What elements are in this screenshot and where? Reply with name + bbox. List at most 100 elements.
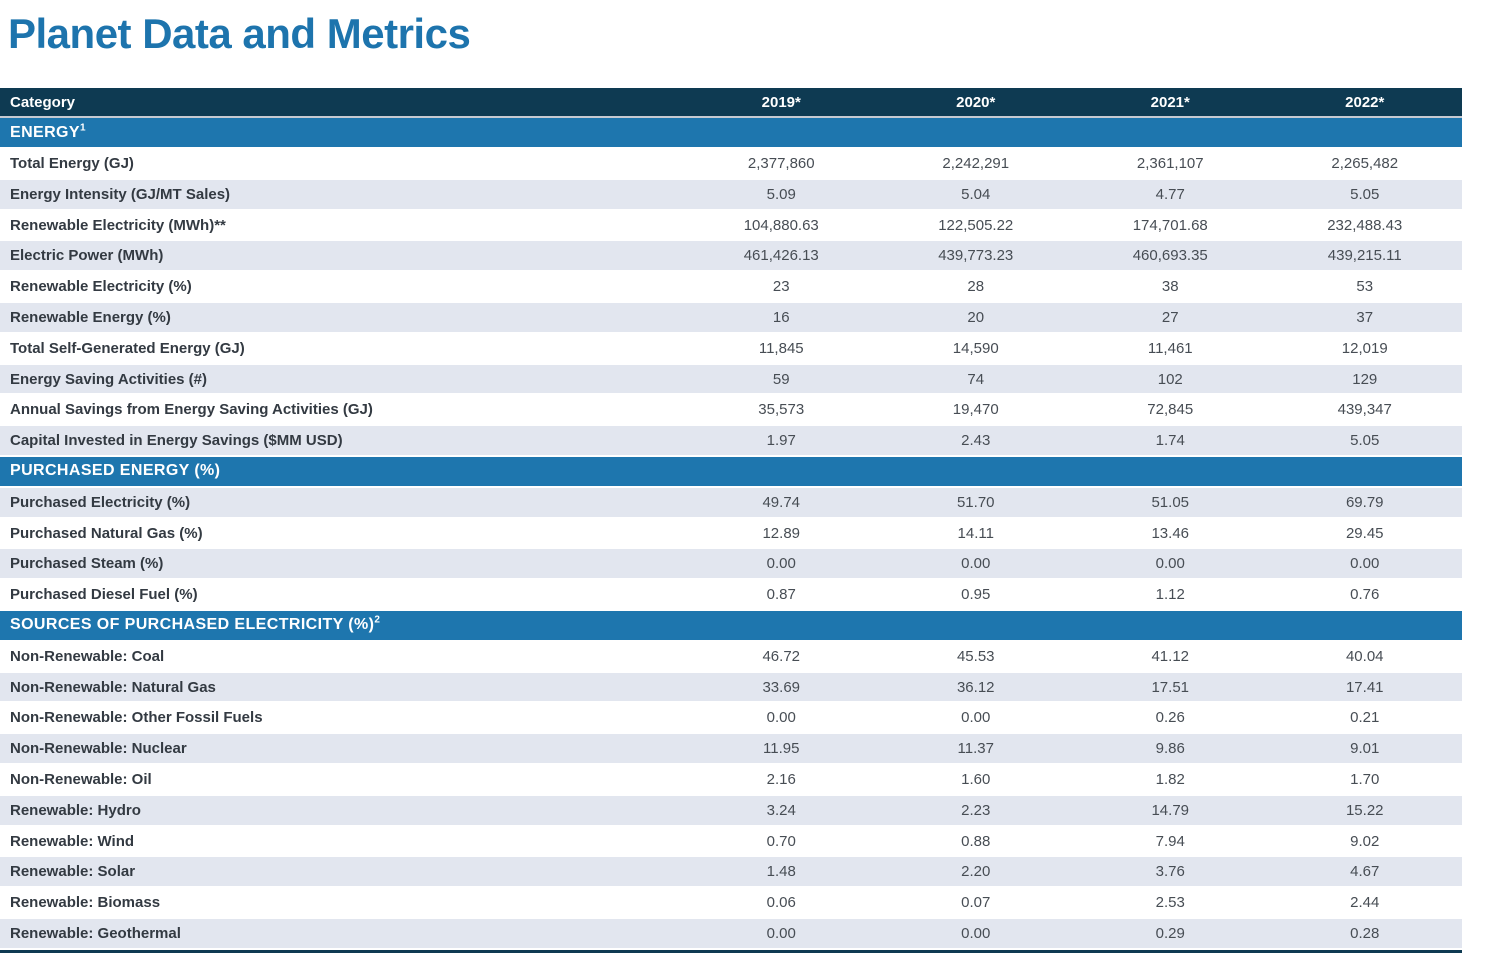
cell-value: 37 — [1267, 303, 1462, 334]
section-title: ENERGY1 — [0, 118, 1462, 150]
cell-value: 2,265,482 — [1267, 149, 1462, 180]
cell-value: 5.04 — [878, 179, 1073, 211]
table-row: Purchased Electricity (%) 49.74 51.70 51.05… — [0, 487, 1462, 519]
row-label: Purchased Diesel Fuel (%) — [0, 580, 684, 612]
cell-value: 74 — [878, 364, 1073, 396]
table-row: Non-Renewable: Oil 2.16 1.60 1.82 1.70 — [0, 765, 1462, 796]
section-title-text: PURCHASED ENERGY (%) — [10, 462, 221, 480]
cell-value: 122,505.22 — [878, 210, 1073, 242]
cell-value: 439,347 — [1267, 395, 1462, 427]
cell-value: 23 — [684, 272, 879, 304]
cell-value: 3.24 — [684, 795, 879, 827]
cell-value: 0.88 — [878, 826, 1073, 858]
cell-value: 14,590 — [878, 333, 1073, 365]
cell-value: 0.28 — [1267, 919, 1462, 950]
table-row: Renewable Energy (%) 16 20 27 37 — [0, 303, 1462, 334]
table-row: Renewable: Geothermal 0.00 0.00 0.29 0.28 — [0, 919, 1462, 950]
cell-value: 2,242,291 — [878, 149, 1073, 180]
section-header-row: SOURCES OF PURCHASED ELECTRICITY (%)2 — [0, 611, 1462, 642]
table-row: Renewable: Wind 0.70 0.88 7.94 9.02 — [0, 826, 1462, 858]
row-label: Renewable Energy (%) — [0, 303, 684, 334]
row-label: Annual Savings from Energy Saving Activi… — [0, 395, 684, 427]
cell-value: 11.95 — [684, 734, 879, 766]
cell-value: 439,773.23 — [878, 241, 1073, 273]
cell-value: 38 — [1073, 272, 1268, 304]
section-header-row: PURCHASED ENERGY (%) — [0, 457, 1462, 488]
row-label: Purchased Natural Gas (%) — [0, 518, 684, 550]
cell-value: 1.82 — [1073, 765, 1268, 796]
cell-value: 28 — [878, 272, 1073, 304]
cell-value: 27 — [1073, 303, 1268, 334]
cell-value: 0.87 — [684, 580, 879, 612]
cell-value: 129 — [1267, 364, 1462, 396]
cell-value: 461,426.13 — [684, 241, 879, 273]
cell-value: 5.09 — [684, 179, 879, 211]
row-label: Renewable: Wind — [0, 826, 684, 858]
cell-value: 4.77 — [1073, 179, 1268, 211]
cell-value: 33.69 — [684, 672, 879, 704]
cell-value: 16 — [684, 303, 879, 334]
cell-value: 5.05 — [1267, 426, 1462, 458]
section-title: PURCHASED ENERGY (%) — [0, 457, 1462, 488]
report-page: Planet Data and Metrics Category 2019* 2… — [0, 10, 1492, 971]
cell-value: 41.12 — [1073, 641, 1268, 673]
table-row: Total Energy (GJ) 2,377,860 2,242,291 2,361… — [0, 149, 1462, 180]
row-label: Non-Renewable: Other Fossil Fuels — [0, 703, 684, 735]
table-body: ENERGY1 Total Energy (GJ) 2,377,860 2,242,2… — [0, 118, 1462, 950]
cell-value: 2.43 — [878, 426, 1073, 458]
cell-value: 12.89 — [684, 518, 879, 550]
cell-value: 2,377,860 — [684, 149, 879, 180]
section-title: SOURCES OF PURCHASED ELECTRICITY (%)2 — [0, 611, 1462, 642]
cell-value: 2.20 — [878, 857, 1073, 889]
table-row: Purchased Diesel Fuel (%) 0.87 0.95 1.12 0.7… — [0, 580, 1462, 612]
row-label: Renewable: Hydro — [0, 795, 684, 827]
cell-value: 19,470 — [878, 395, 1073, 427]
cell-value: 174,701.68 — [1073, 210, 1268, 242]
column-header-2022: 2022* — [1267, 88, 1462, 119]
cell-value: 0.07 — [878, 888, 1073, 920]
cell-value: 59 — [684, 364, 879, 396]
table-row: Renewable Electricity (%) 23 28 38 53 — [0, 272, 1462, 304]
cell-value: 0.29 — [1073, 919, 1268, 950]
cell-value: 72,845 — [1073, 395, 1268, 427]
row-label: Renewable: Geothermal — [0, 919, 684, 950]
planet-metrics-table: Category 2019* 2020* 2021* 2022* ENERGY1… — [0, 88, 1462, 953]
cell-value: 9.01 — [1267, 734, 1462, 766]
table-row: Capital Invested in Energy Savings ($MM … — [0, 426, 1462, 458]
row-label: Non-Renewable: Coal — [0, 641, 684, 673]
row-label: Renewable Electricity (MWh)** — [0, 210, 684, 242]
cell-value: 7.94 — [1073, 826, 1268, 858]
row-label: Capital Invested in Energy Savings ($MM … — [0, 426, 684, 458]
row-label: Purchased Electricity (%) — [0, 487, 684, 519]
cell-value: 0.00 — [684, 549, 879, 581]
cell-value: 0.00 — [684, 703, 879, 735]
table-row: Renewable: Solar 1.48 2.20 3.76 4.67 — [0, 857, 1462, 889]
column-header-2019: 2019* — [684, 88, 879, 119]
table-row: Total Self-Generated Energy (GJ) 11,845 14… — [0, 333, 1462, 365]
cell-value: 0.70 — [684, 826, 879, 858]
cell-value: 0.00 — [878, 549, 1073, 581]
cell-value: 11.37 — [878, 734, 1073, 766]
cell-value: 1.60 — [878, 765, 1073, 796]
cell-value: 2.16 — [684, 765, 879, 796]
row-label: Non-Renewable: Oil — [0, 765, 684, 796]
cell-value: 1.97 — [684, 426, 879, 458]
row-label: Purchased Steam (%) — [0, 549, 684, 581]
table-row: Electric Power (MWh) 461,426.13 439,773.23… — [0, 241, 1462, 273]
cell-value: 2.44 — [1267, 888, 1462, 920]
cell-value: 1.12 — [1073, 580, 1268, 612]
cell-value: 0.06 — [684, 888, 879, 920]
cell-value: 2.23 — [878, 795, 1073, 827]
cell-value: 2,361,107 — [1073, 149, 1268, 180]
cell-value: 12,019 — [1267, 333, 1462, 365]
cell-value: 0.00 — [684, 919, 879, 950]
row-label: Non-Renewable: Natural Gas — [0, 672, 684, 704]
cell-value: 0.95 — [878, 580, 1073, 612]
cell-value: 29.45 — [1267, 518, 1462, 550]
row-label: Total Energy (GJ) — [0, 149, 684, 180]
row-label: Renewable Electricity (%) — [0, 272, 684, 304]
row-label: Renewable: Biomass — [0, 888, 684, 920]
table-row: Energy Intensity (GJ/MT Sales) 5.09 5.04 4.… — [0, 179, 1462, 211]
cell-value: 20 — [878, 303, 1073, 334]
cell-value: 36.12 — [878, 672, 1073, 704]
